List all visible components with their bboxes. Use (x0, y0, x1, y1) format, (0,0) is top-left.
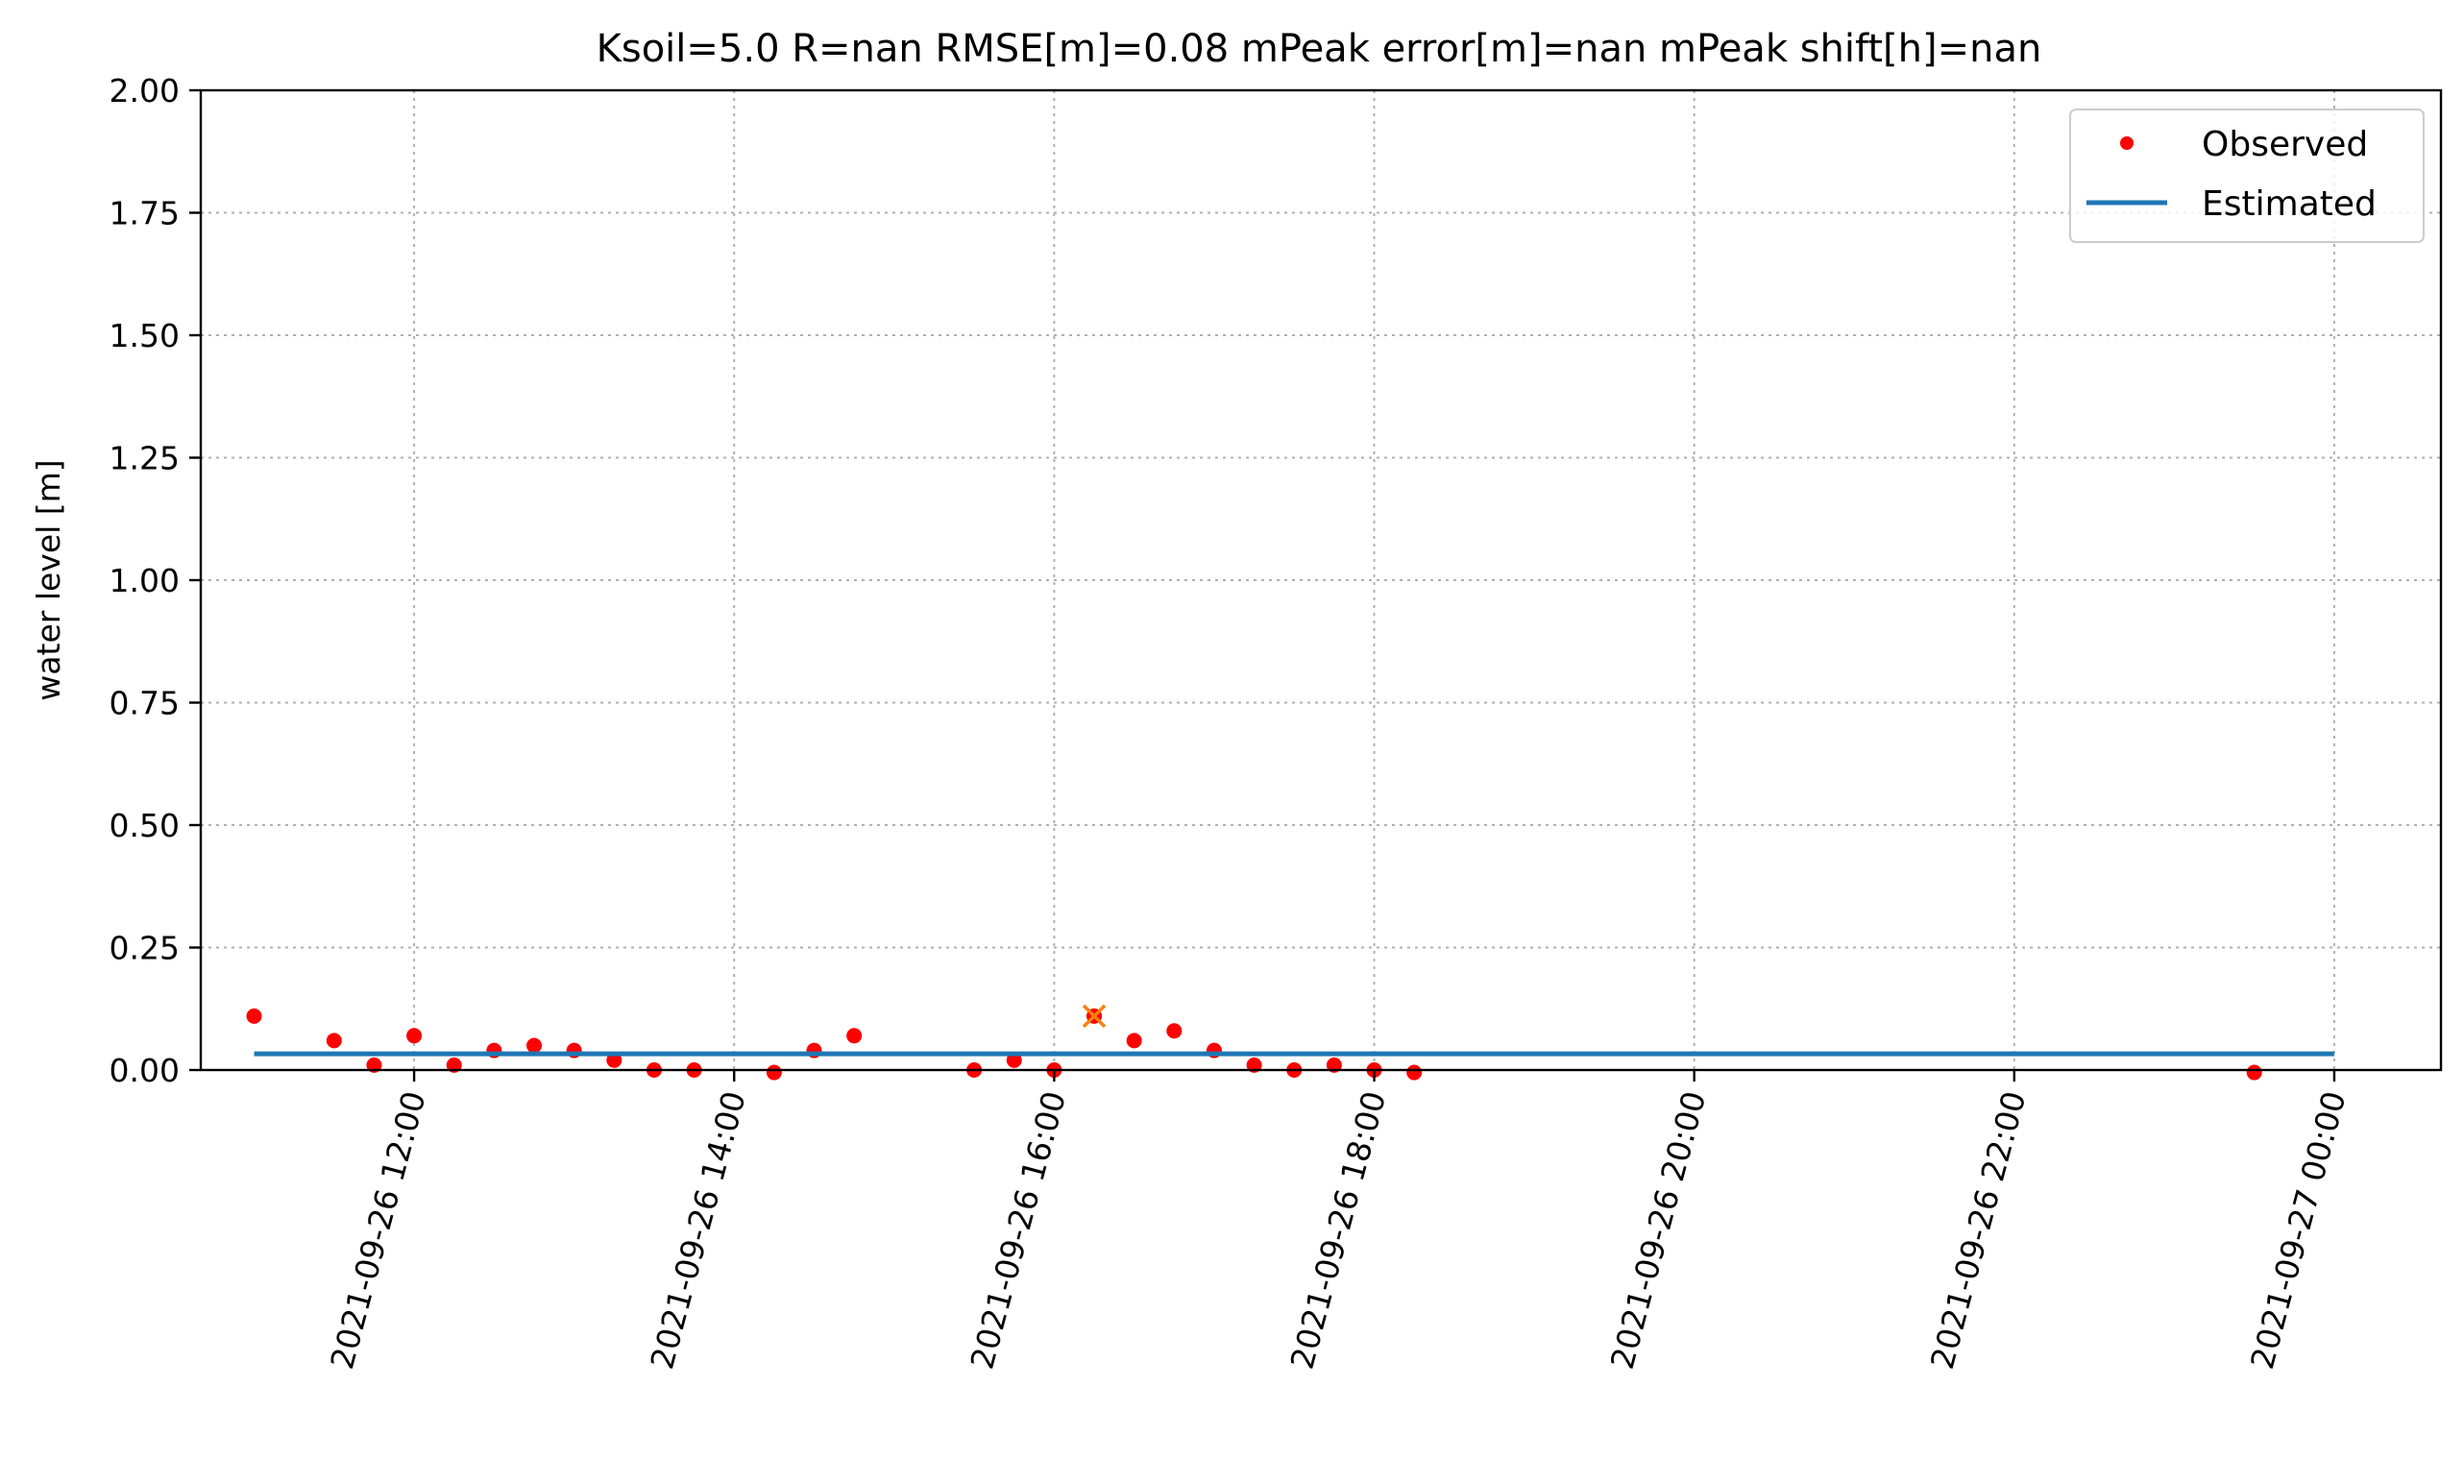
legend-marker-observed (2120, 136, 2134, 150)
observed-point (606, 1052, 622, 1068)
observed-point (2246, 1064, 2262, 1081)
observed-point (846, 1028, 863, 1044)
observed-point (326, 1033, 342, 1049)
y-tick-label: 0.75 (110, 685, 180, 722)
observed-point (766, 1064, 782, 1081)
y-tick-label: 1.75 (110, 195, 180, 232)
chart-title: Ksoil=5.0 R=nan RMSE[m]=0.08 mPeak error… (597, 27, 2042, 71)
observed-point (1006, 1052, 1022, 1068)
observed-point (1406, 1064, 1423, 1081)
y-tick-label: 2.00 (110, 72, 180, 109)
observed-point (1126, 1033, 1142, 1049)
peak-marker (1082, 1004, 1107, 1029)
observed-point (246, 1008, 262, 1024)
observed-point (1166, 1023, 1183, 1039)
observed-point (406, 1028, 423, 1044)
legend-label-observed: Observed (2202, 125, 2368, 164)
y-tick-label: 1.50 (110, 317, 180, 354)
legend: Observed Estimated (2069, 109, 2425, 243)
y-tick-label: 1.00 (110, 562, 180, 599)
y-axis-label: water level [m] (30, 459, 67, 700)
legend-box (2069, 109, 2425, 243)
y-tick-label: 0.50 (110, 807, 180, 844)
y-tick-label: 0.25 (110, 930, 180, 967)
observed-point (526, 1037, 543, 1054)
legend-label-estimated: Estimated (2202, 184, 2377, 224)
y-tick-label: 1.25 (110, 440, 180, 477)
y-tick-label: 0.00 (110, 1052, 180, 1089)
grid (201, 89, 2441, 1070)
